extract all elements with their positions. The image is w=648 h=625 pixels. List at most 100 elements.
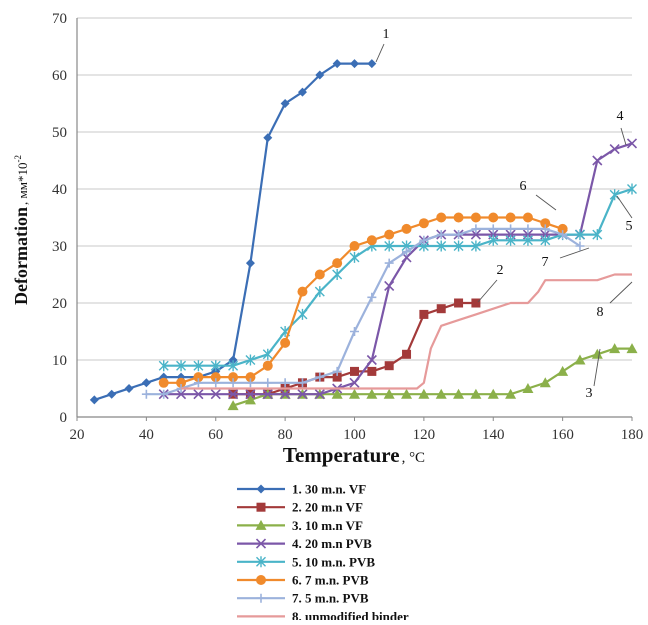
x-tick-label: 60 <box>208 427 223 443</box>
y-tick-label: 20 <box>52 296 67 312</box>
data-point <box>506 224 516 234</box>
legend: 1. 30 m.n. VF 2. 20 m.n VF 3. 10 m.n VF 4. … <box>237 482 409 624</box>
data-point <box>384 361 394 371</box>
data-point <box>626 138 638 149</box>
data-point <box>124 384 134 393</box>
curve-label-4: 4 <box>617 109 624 124</box>
data-point <box>402 247 412 257</box>
data-point <box>349 388 360 399</box>
data-point <box>193 378 203 388</box>
data-point <box>522 234 533 246</box>
data-point <box>523 224 533 234</box>
data-point <box>522 212 533 223</box>
y-tick-label: 40 <box>52 182 67 198</box>
data-point <box>332 269 343 280</box>
data-point <box>297 378 307 388</box>
data-point <box>228 378 238 388</box>
x-axis-title: Temperature, °C <box>283 443 425 467</box>
data-point <box>297 286 308 297</box>
data-point <box>540 224 550 234</box>
data-point <box>210 389 221 400</box>
y-tick-label: 70 <box>52 11 67 27</box>
data-point <box>435 388 447 399</box>
data-point <box>314 389 325 400</box>
series-1: 1 <box>89 27 390 405</box>
y-axis-unit: , мм*10 <box>15 163 30 205</box>
curve-label-leader <box>375 43 385 63</box>
data-point <box>141 378 151 388</box>
data-point <box>262 389 273 400</box>
data-point <box>558 230 568 240</box>
data-point <box>245 389 256 400</box>
data-point <box>609 343 621 354</box>
data-point <box>107 389 117 399</box>
data-point <box>332 59 342 69</box>
data-point <box>350 327 359 336</box>
y-tick-label: 30 <box>52 239 67 255</box>
y-axis-title: Deformation , мм*10-2 <box>11 155 31 305</box>
series-7: 7 <box>141 224 590 399</box>
data-point <box>471 298 481 308</box>
data-point <box>470 388 482 399</box>
curve-label-leader <box>559 247 590 259</box>
data-point <box>609 144 620 155</box>
data-point <box>557 365 569 376</box>
legend-label: 2. 20 m.n VF <box>292 500 363 515</box>
x-tick-label: 100 <box>343 427 366 443</box>
data-point <box>297 389 308 400</box>
curve-label-2: 2 <box>497 263 504 278</box>
gridlines <box>77 17 632 361</box>
data-point <box>211 378 221 388</box>
curve-label-leader <box>477 279 498 303</box>
series-5: 5 <box>158 183 637 372</box>
data-point <box>384 258 394 268</box>
data-point <box>419 235 429 245</box>
data-point <box>158 360 169 372</box>
data-point <box>470 240 481 252</box>
legend-swatch-marker <box>256 502 266 512</box>
data-point <box>280 99 290 108</box>
x-tick-label: 140 <box>482 427 505 443</box>
series-2: 2 <box>228 263 504 399</box>
data-point <box>367 366 377 376</box>
curve-label-leader <box>620 127 627 146</box>
legend-label: 8. unmodified binder <box>292 609 409 620</box>
data-point <box>350 59 359 69</box>
data-point <box>332 258 343 269</box>
data-point <box>210 360 221 372</box>
data-point <box>522 383 534 393</box>
x-tick-label: 160 <box>551 427 574 443</box>
legend-item: 6. 7 m.n. PVB <box>237 573 369 588</box>
data-point <box>245 372 256 383</box>
data-point <box>350 366 359 376</box>
y-tick-label: 60 <box>52 68 67 84</box>
data-point <box>418 388 430 399</box>
data-point <box>244 394 256 405</box>
data-point <box>505 212 516 223</box>
y-axis-title-text: Deformation <box>11 207 31 305</box>
data-point <box>315 372 325 382</box>
data-point <box>575 241 585 251</box>
data-point <box>193 389 204 400</box>
series-line-8 <box>181 273 632 390</box>
data-point <box>401 388 413 399</box>
data-point <box>245 354 256 366</box>
series-line-6 <box>163 216 563 384</box>
data-point <box>488 224 498 234</box>
curve-label-leader <box>609 281 633 304</box>
curve-label-3: 3 <box>586 386 593 401</box>
series-8: 8 <box>181 273 633 390</box>
data-point <box>367 59 377 69</box>
data-point <box>332 372 342 382</box>
y-tick-label: 50 <box>52 125 67 141</box>
legend-item: 5. 10 m.n. PVB <box>237 554 375 569</box>
data-point <box>384 280 395 291</box>
data-point <box>505 388 517 399</box>
y-tick-label: 10 <box>52 353 67 369</box>
legend-label: 1. 30 m.n. VF <box>292 482 366 497</box>
data-point <box>349 241 360 251</box>
data-point <box>366 354 377 366</box>
data-point <box>176 377 187 388</box>
data-point <box>470 212 481 223</box>
